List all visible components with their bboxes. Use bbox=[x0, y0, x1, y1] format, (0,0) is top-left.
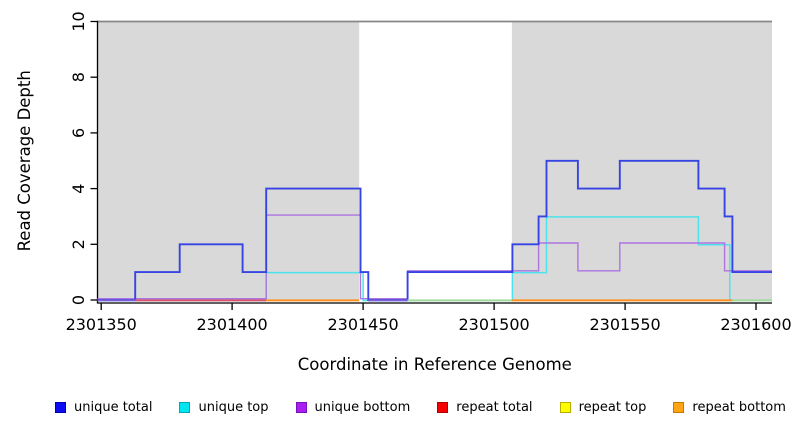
x-tick-label: 2301450 bbox=[327, 315, 398, 334]
x-tick-label: 2301350 bbox=[66, 315, 137, 334]
y-tick-label: 6 bbox=[69, 128, 88, 138]
legend-swatch-icon bbox=[55, 401, 66, 413]
y-tick-label: 10 bbox=[69, 11, 88, 31]
legend-label: unique bottom bbox=[314, 399, 411, 415]
legend-item-unique-top: unique top bbox=[179, 399, 269, 415]
legend-item-repeat-bottom: repeat bottom bbox=[673, 400, 786, 415]
repeat-region-shading bbox=[97, 21, 360, 300]
y-tick-label: 0 bbox=[69, 295, 88, 305]
legend-label: repeat bottom bbox=[692, 399, 786, 415]
legend-swatch-icon bbox=[295, 401, 307, 413]
legend-label: repeat top bbox=[578, 399, 647, 415]
legend-item-unique-bottom: unique bottom bbox=[295, 399, 411, 415]
legend-label: unique top bbox=[198, 399, 269, 415]
legend-swatch-icon bbox=[559, 401, 571, 413]
legend-swatch-icon bbox=[673, 401, 685, 413]
y-axis-title: Read Coverage Depth bbox=[15, 70, 34, 251]
y-tick-label: 2 bbox=[69, 239, 88, 249]
x-tick-label: 2301400 bbox=[196, 315, 267, 334]
legend-item-repeat-total: repeat total bbox=[437, 399, 533, 415]
x-tick-label: 2301550 bbox=[589, 315, 660, 334]
chart-legend: unique total unique top unique bottom repea… bbox=[55, 396, 786, 418]
legend-swatch-icon bbox=[179, 401, 191, 413]
legend-swatch-icon bbox=[437, 401, 449, 413]
series-line-unique-bottom bbox=[97, 214, 772, 300]
series-line-unique-total bbox=[97, 159, 772, 301]
x-tick-label: 2301500 bbox=[458, 315, 529, 334]
legend-item-repeat-top: repeat top bbox=[559, 399, 647, 415]
legend-item-unique-total: unique total bbox=[55, 400, 152, 415]
y-tick-label: 4 bbox=[69, 184, 88, 194]
legend-label: unique total bbox=[74, 399, 153, 415]
legend-label: repeat total bbox=[456, 399, 533, 415]
y-tick-label: 8 bbox=[69, 72, 88, 82]
x-tick-label: 2301600 bbox=[720, 315, 791, 334]
x-axis-title: Coordinate in Reference Genome bbox=[298, 355, 572, 374]
